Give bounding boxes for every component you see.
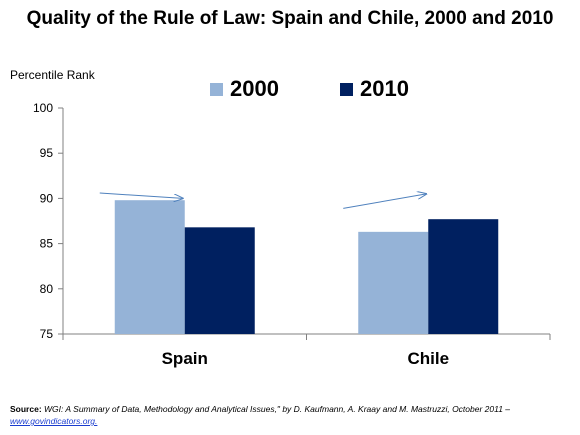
trend-arrow-spain [99,192,183,198]
source-label: Source: [10,404,42,414]
trend-arrow-chile [343,194,426,209]
bar-chile-2000 [358,231,429,334]
legend-label-2010: 2010 [360,76,409,101]
y-tick-label-95: 95 [40,146,54,160]
bar-spain-2000 [114,200,185,334]
legend-item-2000: 2000 [210,76,279,102]
y-tick-label-80: 80 [40,282,54,296]
y-tick-label-90: 90 [40,191,54,205]
chart-title: Quality of the Rule of Law: Spain and Ch… [26,8,554,29]
y-tick-label-85: 85 [40,237,54,251]
legend-label-2000: 2000 [230,76,279,101]
x-category-label-spain: Spain [162,349,208,368]
bar-spain-2010 [184,227,255,334]
legend-swatch-2000 [210,82,223,96]
x-category-label-chile: Chile [407,349,449,368]
source-link[interactable]: www.govindicators.org. [10,416,98,426]
bar-chile-2010 [428,219,499,334]
legend: 2000 2010 [0,76,580,106]
y-axis-label: Percentile Rank [10,68,95,82]
source-note: Source: WGI: A Summary of Data, Methodol… [10,403,570,427]
legend-item-2010: 2010 [340,76,409,102]
bar-chart: 75 80 85 90 95 100 Spain Chile [33,101,551,368]
source-text: WGI: A Summary of Data, Methodology and … [44,404,511,414]
y-tick-label-75: 75 [40,327,54,341]
y-tick-label-100: 100 [33,101,53,115]
legend-swatch-2010 [340,82,353,96]
